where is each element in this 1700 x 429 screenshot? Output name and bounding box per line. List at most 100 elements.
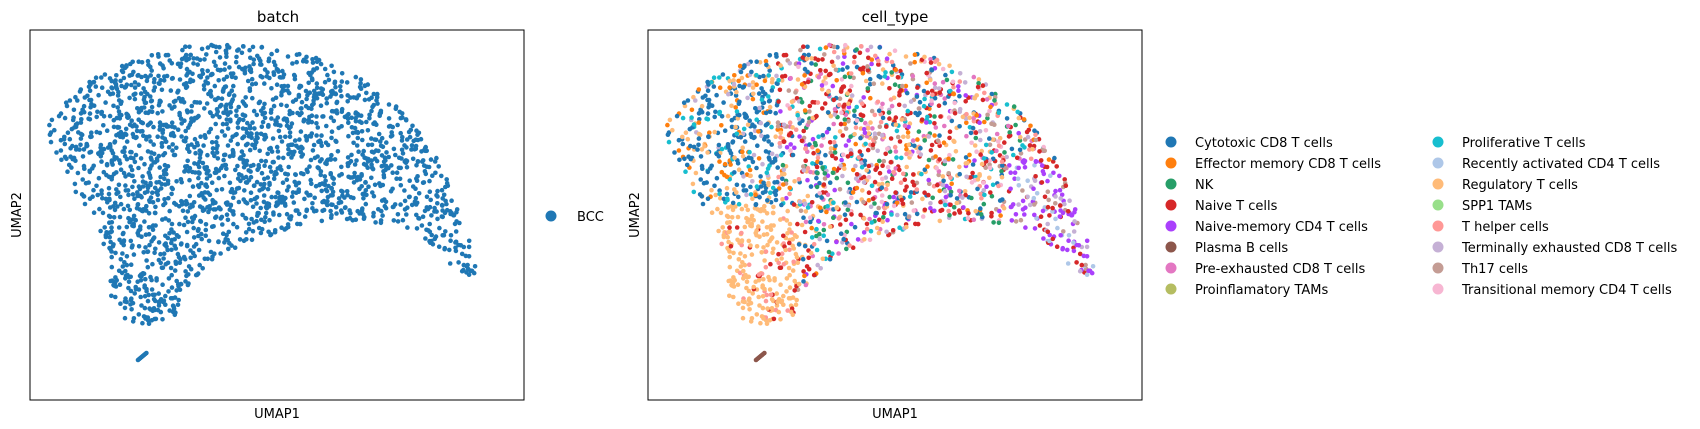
scatter-point: [366, 97, 372, 102]
scatter-point: [276, 200, 282, 206]
scatter-point: [843, 143, 849, 148]
scatter-point: [396, 155, 402, 161]
scatter-point: [363, 156, 369, 161]
scatter-point: [190, 184, 196, 189]
scatter-point: [290, 61, 295, 66]
scatter-point: [852, 113, 857, 118]
scatter-point: [398, 130, 404, 136]
scatter-point: [1025, 134, 1031, 140]
scatter-point: [423, 171, 429, 177]
scatter-point: [363, 180, 368, 185]
scatter-point: [216, 175, 222, 181]
scatter-point: [73, 189, 79, 195]
scatter-point: [884, 56, 890, 61]
scatter-point: [330, 189, 336, 195]
scatter-point: [885, 182, 890, 188]
scatter-point: [1015, 109, 1020, 115]
scatter-point: [216, 239, 221, 245]
scatter-point: [700, 166, 705, 171]
scatter-point: [155, 197, 161, 203]
scatter-point: [258, 108, 264, 113]
scatter-point: [62, 141, 68, 147]
scatter-point: [245, 78, 251, 84]
scatter-point: [300, 145, 305, 151]
legend-marker-proinflamatory-tams: [1165, 283, 1177, 295]
scatter-point: [729, 282, 734, 288]
scatter-point: [787, 272, 792, 278]
scatter-point: [364, 90, 369, 96]
scatter-point: [747, 167, 753, 173]
scatter-point: [203, 233, 208, 238]
scatter-point: [802, 108, 808, 113]
scatter-point: [727, 225, 732, 230]
scatter-point: [736, 78, 741, 84]
scatter-point: [828, 146, 834, 151]
scatter-point: [204, 171, 210, 176]
scatter-point: [814, 184, 820, 190]
scatter-point: [285, 54, 291, 59]
scatter-point: [329, 152, 334, 158]
scatter-point: [109, 225, 114, 230]
scatter-point: [701, 180, 707, 186]
scatter-point: [150, 236, 156, 242]
scatter-point: [944, 77, 950, 83]
scatter-point: [62, 115, 68, 121]
scatter-point: [381, 174, 387, 180]
scatter-point: [717, 75, 722, 80]
scatter-point: [768, 190, 773, 195]
scatter-point: [996, 139, 1001, 144]
scatter-point: [125, 203, 131, 209]
scatter-point: [708, 166, 713, 171]
scatter-point: [879, 199, 885, 205]
scatter-point: [1050, 205, 1055, 211]
scatter-point: [934, 165, 939, 171]
scatter-point: [302, 196, 307, 202]
scatter-point: [761, 276, 766, 282]
scatter-point: [811, 272, 817, 278]
scatter-point: [879, 185, 885, 190]
scatter-point: [797, 121, 802, 126]
scatter-point: [1046, 157, 1052, 162]
scatter-point: [793, 127, 799, 132]
scatter-point: [254, 112, 260, 118]
scatter-point: [865, 64, 870, 69]
scatter-point: [952, 110, 958, 116]
scatter-point: [143, 73, 148, 79]
scatter-point: [97, 206, 102, 212]
scatter-point: [818, 71, 824, 77]
scatter-point: [737, 112, 742, 118]
scatter-point: [756, 91, 762, 96]
scatter-point: [111, 117, 117, 123]
scatter-point: [839, 77, 845, 82]
scatter-point: [404, 165, 410, 170]
scatter-point: [1026, 127, 1032, 133]
scatter-point: [826, 249, 832, 255]
scatter-point: [877, 170, 883, 176]
scatter-point: [333, 138, 338, 144]
scatter-point: [776, 99, 781, 104]
scatter-point: [131, 316, 137, 321]
scatter-point: [854, 104, 859, 110]
scatter-point: [910, 138, 916, 143]
scatter-point: [977, 129, 983, 134]
scatter-point: [453, 240, 458, 245]
scatter-point: [449, 198, 454, 203]
scatter-point: [749, 252, 755, 257]
scatter-point: [354, 158, 359, 163]
scatter-point: [109, 264, 115, 270]
scatter-point: [817, 46, 823, 52]
scatter-point: [725, 144, 731, 150]
scatter-point: [107, 245, 112, 251]
scatter-point: [971, 115, 976, 121]
scatter-point: [222, 67, 227, 72]
scatter-point: [345, 155, 351, 160]
scatter-point: [182, 256, 188, 262]
scatter-point: [815, 148, 820, 153]
scatter-point: [136, 82, 141, 87]
scatter-point: [162, 74, 167, 79]
scatter-point: [771, 246, 776, 252]
scatter-point: [936, 61, 942, 67]
scatter-point: [146, 62, 151, 68]
scatter-point: [110, 150, 116, 156]
